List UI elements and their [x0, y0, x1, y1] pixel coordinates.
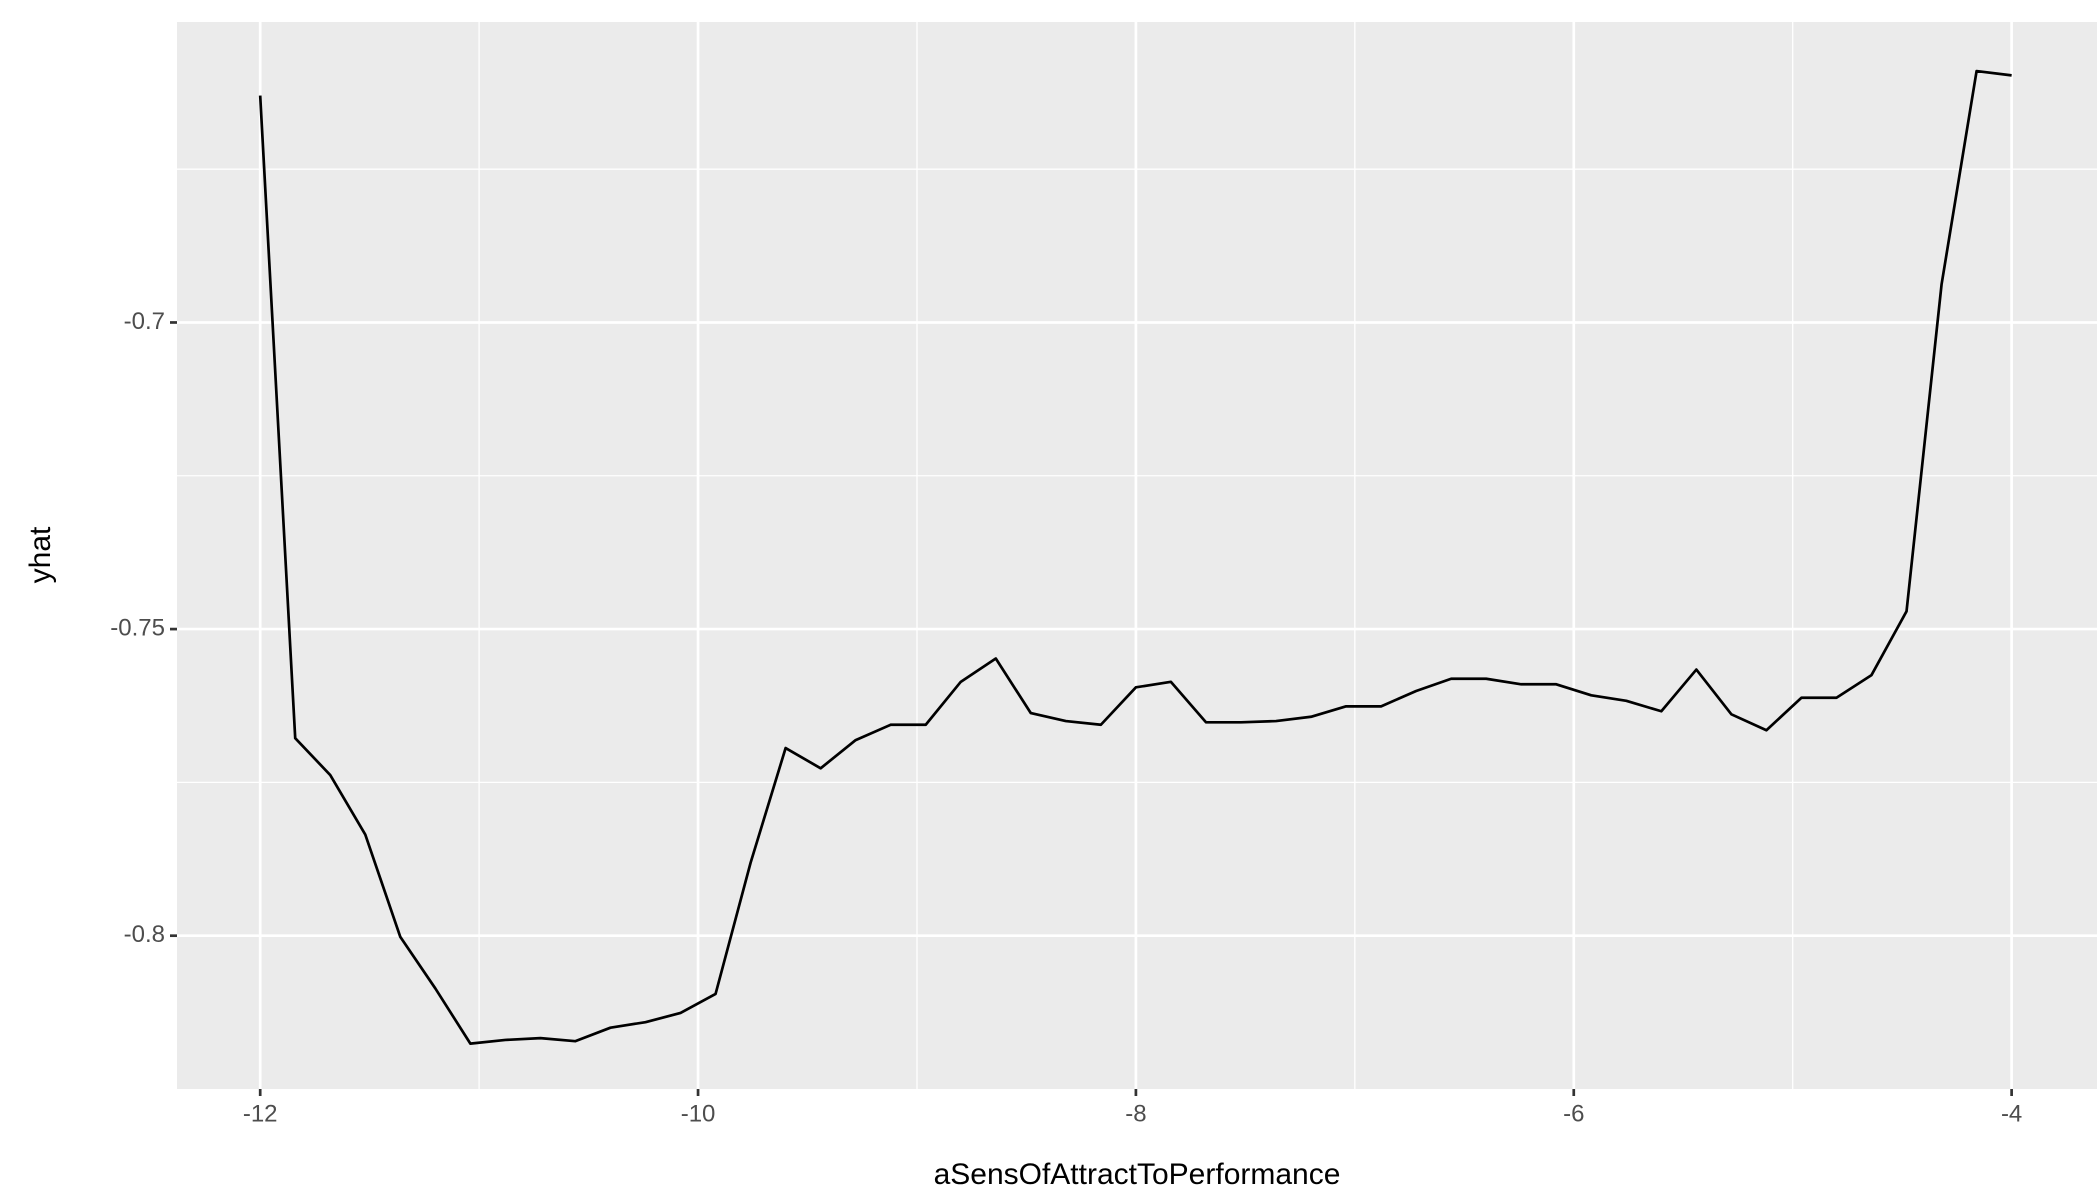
y-tick-label: -0.7	[124, 308, 165, 335]
x-tick-label: -10	[681, 1100, 716, 1127]
x-axis-title: aSensOfAttractToPerformance	[934, 1158, 1341, 1191]
x-tick-label: -8	[1125, 1100, 1146, 1127]
x-tick-label: -6	[1563, 1100, 1584, 1127]
y-axis-title: yhat	[24, 526, 57, 583]
y-tick-label: -0.8	[124, 921, 165, 948]
data-line	[258, 69, 2012, 1045]
x-tick-label: -4	[2001, 1100, 2022, 1127]
y-tick-label: -0.75	[110, 614, 165, 641]
x-tick-label: -12	[243, 1100, 278, 1127]
